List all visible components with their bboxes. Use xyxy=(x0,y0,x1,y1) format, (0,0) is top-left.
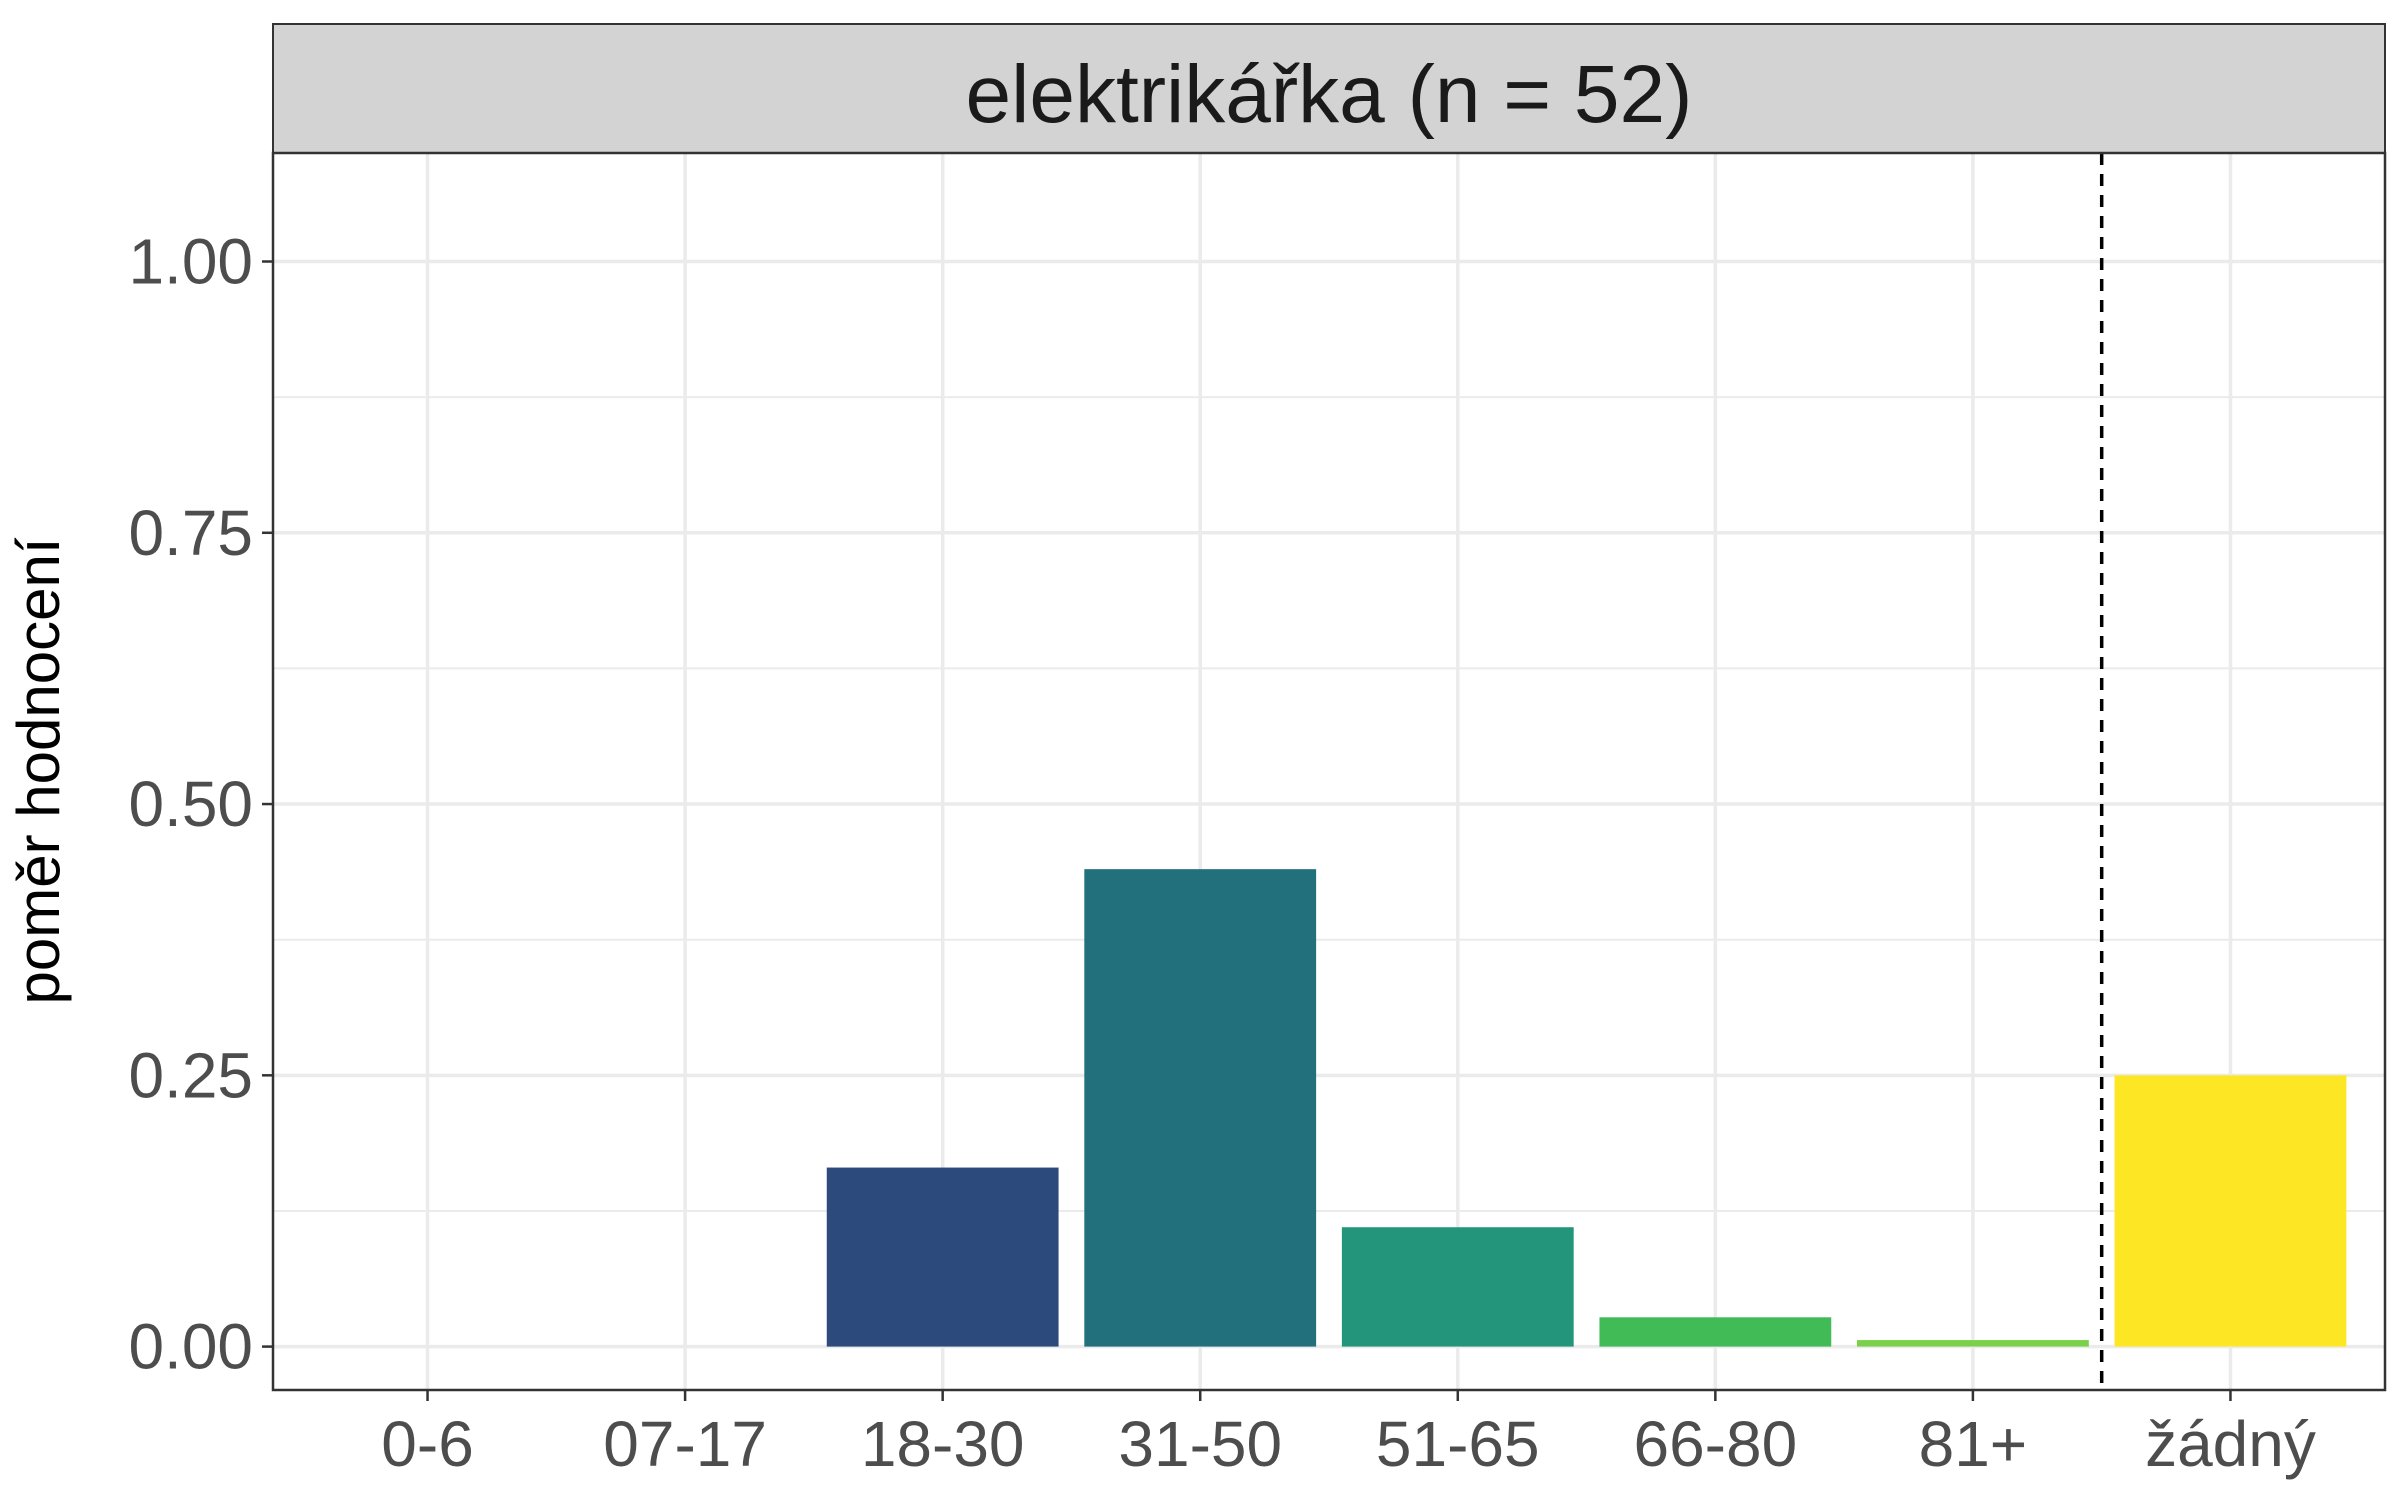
minor-gridlines xyxy=(273,396,2385,1212)
facet-title: elektrikářka (n = 52) xyxy=(966,49,1693,140)
bar-18-30 xyxy=(826,1167,1059,1347)
bar-žádný xyxy=(2114,1075,2347,1347)
y-tick-label: 0.75 xyxy=(128,497,253,569)
x-tick-label: 31-50 xyxy=(1118,1408,1282,1480)
bars xyxy=(826,869,2347,1347)
bar-31-50 xyxy=(1084,869,1317,1347)
x-tick-label: 0-6 xyxy=(381,1408,474,1480)
bar-66-80 xyxy=(1599,1317,1832,1347)
y-tick-label: 1.00 xyxy=(128,226,253,298)
x-tick-label: 51-65 xyxy=(1376,1408,1540,1480)
x-tick-label: 18-30 xyxy=(861,1408,1025,1480)
facet-strip xyxy=(272,23,2386,154)
plot-panel xyxy=(273,153,2385,1390)
major-gridlines xyxy=(273,153,2385,1390)
y-axis-title: poměr hodnocení xyxy=(5,537,72,1004)
x-axis: 0-6 07-17 18-30 31-50 51-65 66-80 81+ žádný xyxy=(381,1390,2316,1480)
x-tick-label: 66-80 xyxy=(1633,1408,1797,1480)
y-tick-label: 0.25 xyxy=(128,1039,253,1111)
y-axis: 0.00 0.25 0.50 0.75 1.00 xyxy=(128,226,273,1383)
bar-51-65 xyxy=(1341,1227,1574,1347)
bar-81+ xyxy=(1857,1340,2089,1347)
plot-border xyxy=(271,151,2387,1392)
x-tick-label: 07-17 xyxy=(603,1408,767,1480)
x-tick-label: 81+ xyxy=(1919,1408,2028,1480)
y-tick-label: 0.50 xyxy=(128,768,253,840)
y-tick-label: 0.00 xyxy=(128,1311,253,1383)
x-tick-label: žádný xyxy=(2145,1408,2316,1480)
